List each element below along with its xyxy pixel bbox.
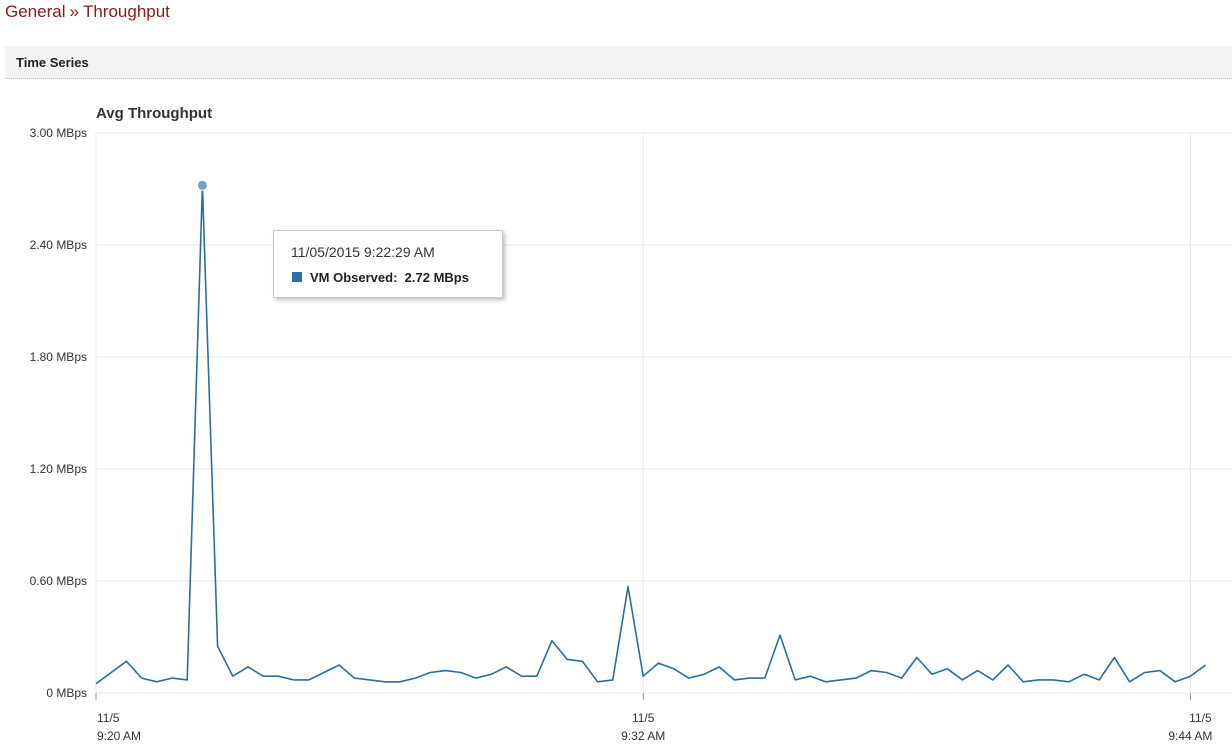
y-tick-label: 0 MBps xyxy=(46,686,87,700)
x-tick-time: 9:20 AM xyxy=(97,729,141,743)
y-tick-label: 3.00 MBps xyxy=(30,126,87,140)
tooltip-date: 11/05/2015 9:22:29 AM xyxy=(291,244,435,260)
x-tick-date: 11/5 xyxy=(1189,711,1212,725)
series-swatch-icon xyxy=(292,272,302,282)
breadcrumb-current: Throughput xyxy=(82,2,170,21)
highlighted-data-point[interactable] xyxy=(196,179,208,191)
y-tick-label: 2.40 MBps xyxy=(30,238,87,252)
x-tick-time: 9:32 AM xyxy=(621,729,665,743)
y-tick-label: 0.60 MBps xyxy=(30,574,87,588)
tooltip-series-label: VM Observed: xyxy=(310,270,398,285)
y-tick-label: 1.20 MBps xyxy=(30,462,87,476)
breadcrumb-parent-link[interactable]: General xyxy=(5,2,66,21)
breadcrumb: General» Throughput xyxy=(5,2,170,22)
chart-tooltip: 11/05/2015 9:22:29 AM VM Observed: 2.72 … xyxy=(273,230,503,298)
section-title: Time Series xyxy=(16,55,89,70)
x-tick-date: 11/5 xyxy=(97,711,120,725)
y-tick-label: 1.80 MBps xyxy=(30,350,87,364)
tooltip-series: VM Observed: 2.72 MBps xyxy=(310,270,469,285)
section-header: Time Series xyxy=(5,46,1232,79)
breadcrumb-separator: » xyxy=(69,2,79,21)
tooltip-series-value: 2.72 MBps xyxy=(404,270,469,285)
x-tick-time: 9:44 AM xyxy=(1168,729,1212,743)
x-tick-date: 11/5 xyxy=(632,711,655,725)
series-line[interactable] xyxy=(95,184,1207,685)
chart-title: Avg Throughput xyxy=(96,105,213,122)
